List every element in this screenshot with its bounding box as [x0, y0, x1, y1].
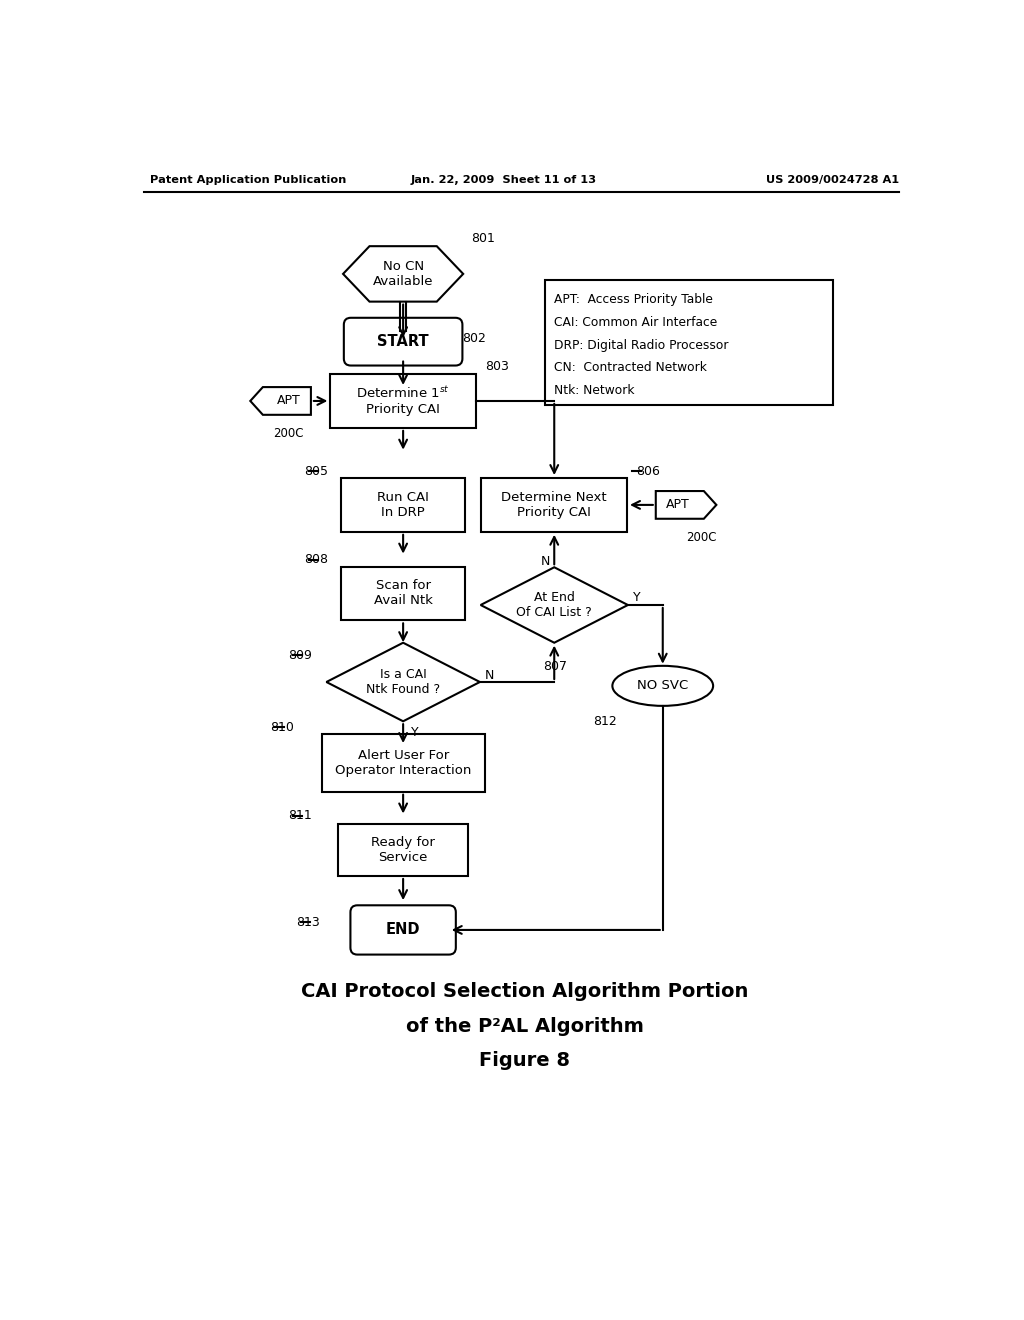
- Text: 801: 801: [471, 232, 496, 246]
- Text: APT:  Access Priority Table: APT: Access Priority Table: [554, 293, 713, 306]
- FancyBboxPatch shape: [545, 280, 834, 405]
- Text: Figure 8: Figure 8: [479, 1051, 570, 1071]
- Text: US 2009/0024728 A1: US 2009/0024728 A1: [766, 176, 899, 185]
- Text: Scan for
Avail Ntk: Scan for Avail Ntk: [374, 579, 432, 607]
- Text: CAI: Common Air Interface: CAI: Common Air Interface: [554, 315, 718, 329]
- Polygon shape: [655, 491, 717, 519]
- Text: 200C: 200C: [686, 531, 717, 544]
- Polygon shape: [250, 387, 311, 414]
- FancyBboxPatch shape: [350, 906, 456, 954]
- FancyBboxPatch shape: [331, 374, 476, 428]
- FancyBboxPatch shape: [341, 478, 465, 532]
- Text: 802: 802: [462, 333, 486, 345]
- Text: 811: 811: [289, 809, 312, 822]
- Text: 806: 806: [636, 465, 660, 478]
- Text: DRP: Digital Radio Processor: DRP: Digital Radio Processor: [554, 339, 729, 351]
- Text: Y: Y: [411, 726, 419, 739]
- Text: CN:  Contracted Network: CN: Contracted Network: [554, 362, 708, 375]
- Text: No CN
Available: No CN Available: [373, 260, 433, 288]
- Polygon shape: [343, 247, 463, 302]
- Text: START: START: [377, 334, 429, 350]
- Text: 810: 810: [270, 721, 294, 734]
- Text: Determine Next
Priority CAI: Determine Next Priority CAI: [502, 491, 607, 519]
- Text: Y: Y: [633, 591, 640, 603]
- Polygon shape: [480, 568, 628, 643]
- Text: Patent Application Publication: Patent Application Publication: [150, 176, 346, 185]
- Ellipse shape: [612, 665, 713, 706]
- FancyBboxPatch shape: [322, 734, 484, 792]
- Text: Determine 1$^{st}$
Priority CAI: Determine 1$^{st}$ Priority CAI: [356, 385, 450, 416]
- Text: N: N: [541, 554, 550, 568]
- Text: 812: 812: [593, 714, 616, 727]
- FancyBboxPatch shape: [341, 566, 465, 620]
- Text: Run CAI
In DRP: Run CAI In DRP: [377, 491, 429, 519]
- Polygon shape: [327, 643, 480, 721]
- Text: 809: 809: [289, 648, 312, 661]
- Text: 807: 807: [543, 660, 566, 673]
- Text: At End
Of CAI List ?: At End Of CAI List ?: [516, 591, 592, 619]
- Text: APT: APT: [278, 395, 301, 408]
- Text: Ready for
Service: Ready for Service: [371, 836, 435, 863]
- Text: 808: 808: [304, 553, 328, 566]
- Text: 200C: 200C: [273, 426, 303, 440]
- Text: N: N: [484, 669, 494, 682]
- FancyBboxPatch shape: [344, 318, 463, 366]
- Text: Ntk: Network: Ntk: Network: [554, 384, 635, 397]
- Text: Alert User For
Operator Interaction: Alert User For Operator Interaction: [335, 748, 471, 777]
- Text: NO SVC: NO SVC: [637, 680, 688, 693]
- Text: of the P²AL Algorithm: of the P²AL Algorithm: [406, 1018, 644, 1036]
- Text: END: END: [386, 923, 421, 937]
- FancyBboxPatch shape: [481, 478, 627, 532]
- FancyBboxPatch shape: [338, 824, 468, 876]
- Text: CAI Protocol Selection Algorithm Portion: CAI Protocol Selection Algorithm Portion: [301, 982, 749, 1001]
- Text: APT: APT: [666, 499, 689, 511]
- Text: 813: 813: [296, 916, 319, 929]
- Text: 803: 803: [485, 360, 509, 372]
- Text: Jan. 22, 2009  Sheet 11 of 13: Jan. 22, 2009 Sheet 11 of 13: [411, 176, 597, 185]
- Text: Is a CAI
Ntk Found ?: Is a CAI Ntk Found ?: [366, 668, 440, 696]
- Text: 805: 805: [304, 465, 328, 478]
